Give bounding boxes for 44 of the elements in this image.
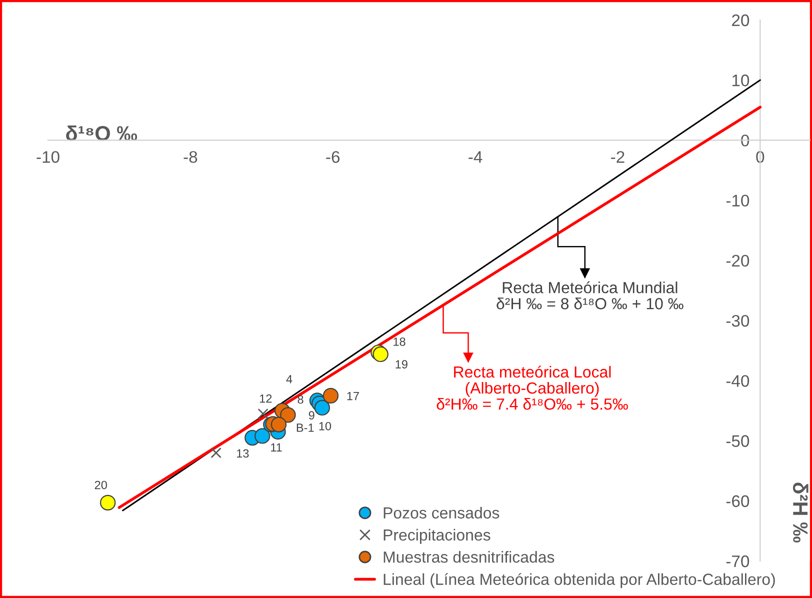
y-tick-label: -50 bbox=[726, 435, 750, 447]
annotation: 8 bbox=[298, 395, 304, 404]
annotation: 12 bbox=[260, 394, 272, 403]
annotation: 20 bbox=[94, 480, 107, 490]
y-tick-label: -40 bbox=[726, 375, 750, 387]
y-tick-label: 0 bbox=[741, 134, 750, 146]
point bbox=[280, 407, 296, 423]
annotation: 17 bbox=[347, 392, 359, 400]
annotation: Recta meteórica Local (Alberto-Caballero) δ²H‰ = 7.4 δ¹⁸O‰ + 5.5‰ bbox=[436, 366, 628, 410]
legend-label: Lineal (Línea Meteórica obtenida por Alberto-Caballero) bbox=[384, 573, 775, 588]
x-tick-label: -6 bbox=[326, 151, 340, 163]
annotation: 9 bbox=[308, 411, 314, 420]
y-tick-label: -60 bbox=[726, 495, 750, 508]
y-tick-label: -70 bbox=[726, 555, 750, 568]
y-axis-title: δ²H ‰ bbox=[792, 482, 808, 543]
point bbox=[270, 416, 287, 432]
annotation: 19 bbox=[396, 360, 408, 368]
y-tick-label: -10 bbox=[726, 194, 750, 207]
annotation: B-1 bbox=[296, 424, 314, 432]
point bbox=[254, 428, 270, 444]
annotation: 10 bbox=[319, 422, 332, 430]
x-tick-label: -2 bbox=[611, 151, 624, 163]
point bbox=[100, 494, 116, 511]
x-axis-title: δ¹⁸O ‰ bbox=[66, 125, 138, 141]
x-tick-label: -10 bbox=[36, 151, 60, 163]
point bbox=[322, 388, 339, 404]
point bbox=[258, 408, 268, 420]
annotation: 4 bbox=[286, 375, 292, 384]
annotation: Recta Meteórica Mundial δ²H ‰ = 8 δ¹⁸O ‰ + 10 ‰ bbox=[496, 281, 684, 310]
x-tick-label: -8 bbox=[184, 151, 198, 163]
y-tick-label: 10 bbox=[732, 74, 750, 86]
annotation: 13 bbox=[237, 449, 249, 458]
legend-label: Pozos censados bbox=[384, 506, 500, 519]
legend-label: Precipitaciones bbox=[384, 528, 490, 544]
annotation: 11 bbox=[271, 443, 282, 452]
y-tick-label: 20 bbox=[732, 14, 750, 26]
point bbox=[210, 447, 222, 458]
y-tick-label: -20 bbox=[726, 254, 750, 267]
legend-label: Muestras desnitrificadas bbox=[384, 551, 554, 563]
y-tick-label: -30 bbox=[726, 314, 750, 327]
annotation: 18 bbox=[394, 338, 406, 346]
x-tick-label: -4 bbox=[468, 151, 482, 163]
x-tick-label: 0 bbox=[756, 151, 764, 163]
point bbox=[314, 400, 330, 416]
